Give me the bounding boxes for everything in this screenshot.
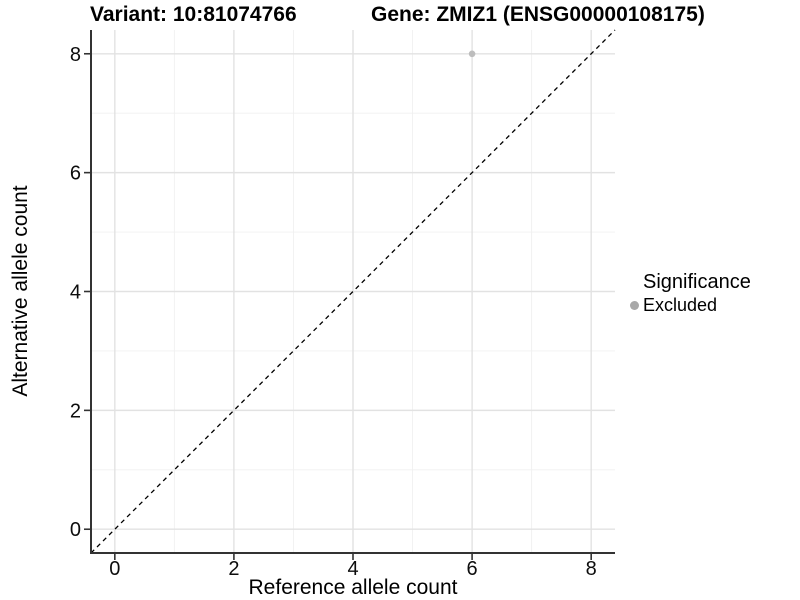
x-tick-label: 8 bbox=[586, 558, 597, 580]
y-tick-label: 8 bbox=[70, 44, 81, 66]
legend-item-excluded: Excluded bbox=[627, 295, 751, 316]
plot-title-gene: Gene: ZMIZ1 (ENSG00000108175) bbox=[371, 3, 705, 26]
excluded-key-icon bbox=[630, 301, 639, 310]
x-tick-label: 4 bbox=[347, 558, 358, 580]
plot-title-variant: Variant: 10:81074766 bbox=[90, 3, 297, 26]
data-point bbox=[468, 50, 476, 58]
y-tick-label: 6 bbox=[70, 163, 81, 185]
y-tick-label: 4 bbox=[70, 282, 81, 304]
x-axis-title: Reference allele count bbox=[248, 576, 458, 599]
legend: Significance Excluded bbox=[627, 271, 751, 316]
y-axis-title: Alternative allele count bbox=[9, 185, 32, 397]
y-tick-label: 2 bbox=[70, 400, 81, 422]
x-tick-label: 0 bbox=[109, 558, 120, 580]
x-tick-label: 2 bbox=[228, 558, 239, 580]
legend-title: Significance bbox=[643, 271, 751, 293]
x-tick-label: 6 bbox=[467, 558, 478, 580]
identity-line bbox=[90, 29, 616, 554]
y-tick-label: 0 bbox=[70, 519, 81, 541]
legend-item-label: Excluded bbox=[643, 295, 718, 315]
